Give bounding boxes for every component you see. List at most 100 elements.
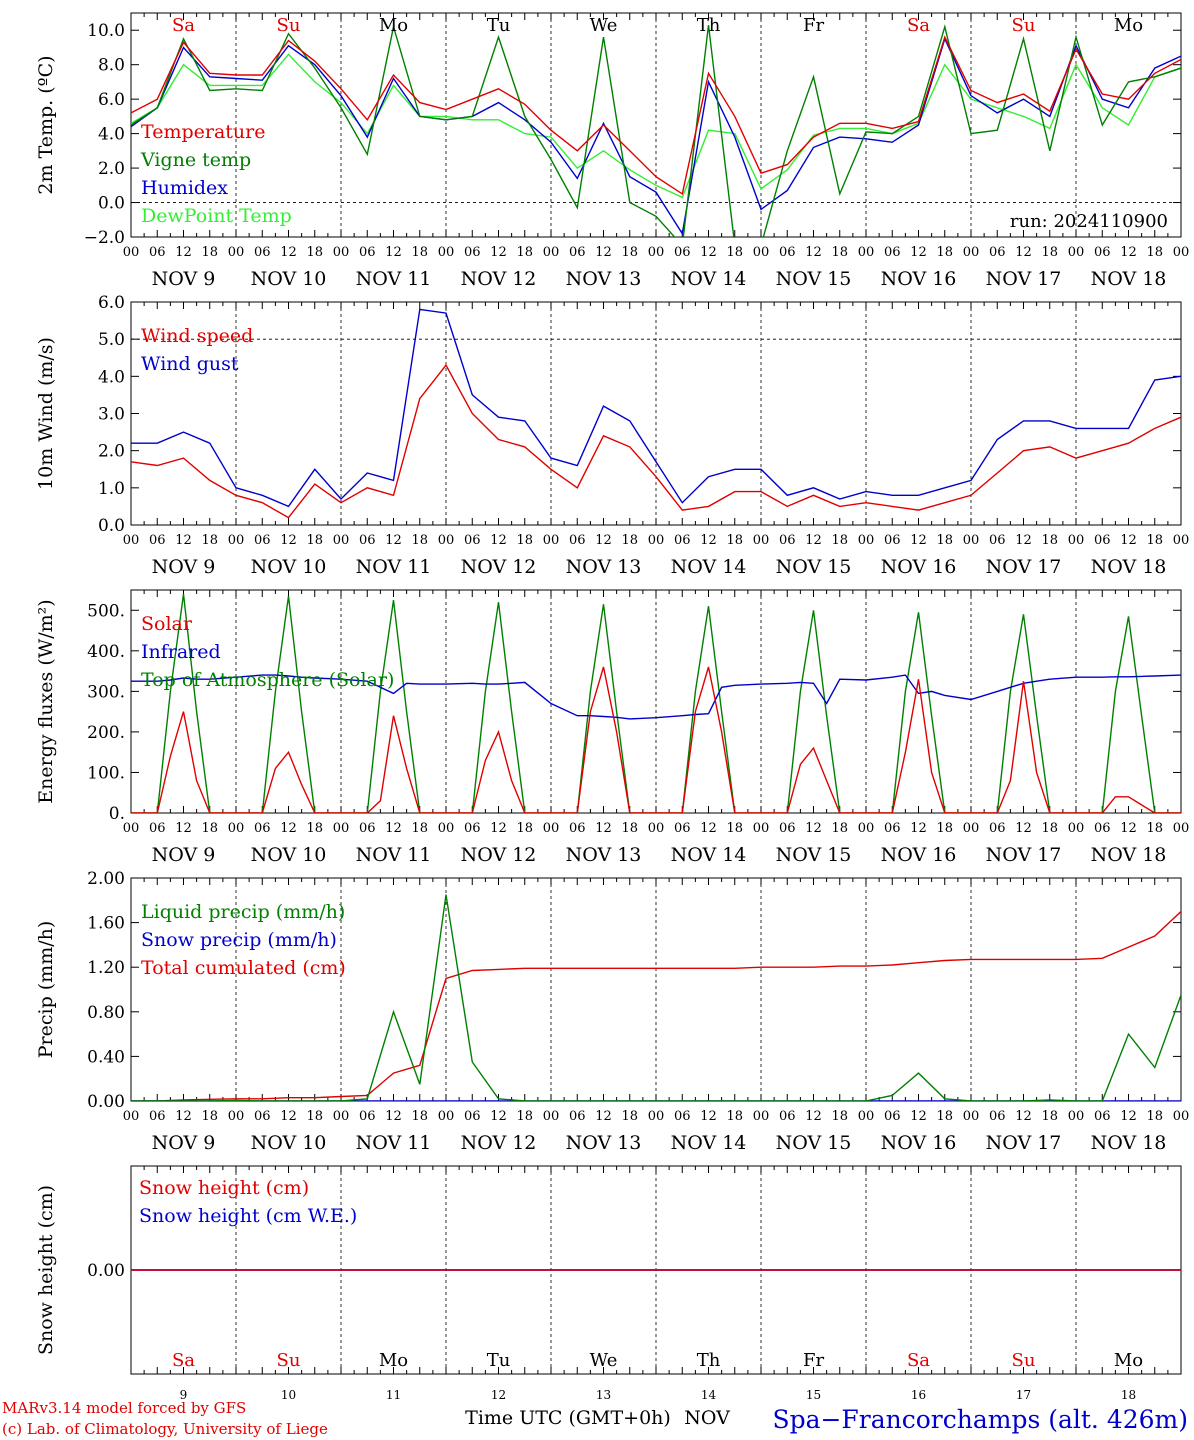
hour-tick-label: 12 [910, 821, 927, 836]
hour-tick-label: 06 [569, 245, 586, 260]
hour-tick-label: 06 [149, 821, 166, 836]
hour-tick-label: 00 [1173, 1109, 1190, 1124]
hour-tick-label: 00 [543, 1109, 560, 1124]
y-tick-label: 1.20 [87, 958, 125, 978]
date-label: NOV 12 [461, 1132, 537, 1154]
hour-tick-label: 00 [333, 245, 350, 260]
panel-3: 500. 400. 300. 200. 100. 0. Energy fluxes (W/m… [35, 589, 1189, 866]
hour-tick-label: 06 [464, 1109, 481, 1124]
day-of-week-label: Sa [907, 1350, 930, 1371]
hour-tick-label: 12 [490, 821, 507, 836]
day-of-week-label: Fr [803, 1350, 824, 1371]
hour-tick-label: 00 [1068, 1109, 1085, 1124]
date-label: NOV 16 [881, 844, 957, 866]
hour-tick-label: 12 [490, 533, 507, 548]
hour-tick-label: 00 [753, 245, 770, 260]
hour-tick-label: 12 [595, 533, 612, 548]
date-label: NOV 11 [356, 556, 432, 578]
date-label: NOV 12 [461, 844, 537, 866]
day-of-week-label: Mo [1114, 1350, 1143, 1371]
month-label: NOV [684, 1407, 730, 1429]
hour-tick-label: 06 [989, 1109, 1006, 1124]
hour-tick-label: 06 [1094, 1109, 1111, 1124]
hour-tick-label: 18 [1146, 1109, 1163, 1124]
run-label: run: 2024110900 [1010, 211, 1168, 232]
hour-tick-label: 06 [1094, 533, 1111, 548]
hour-tick-label: 00 [333, 533, 350, 548]
hour-tick-label: 06 [884, 821, 901, 836]
hour-tick-label: 12 [700, 1109, 717, 1124]
series-line-top-of-atmosphere-solar- [131, 594, 1181, 813]
day-of-week-label: Sa [172, 1350, 195, 1371]
hour-tick-label: 06 [779, 821, 796, 836]
hour-tick-label: 18 [201, 533, 218, 548]
day-of-week-label: Fr [803, 15, 824, 36]
hour-tick-label: 06 [464, 821, 481, 836]
hour-tick-label: 00 [1068, 245, 1085, 260]
hour-tick-label: 12 [175, 533, 192, 548]
hour-tick-label: 00 [1173, 245, 1190, 260]
panel-4: 2.00 1.60 1.20 0.80 0.40 0.00 Precip (mm/h) Liq… [35, 869, 1189, 1154]
hour-tick-label: 06 [464, 533, 481, 548]
hour-tick-label: 06 [359, 533, 376, 548]
day-of-week-label: Th [697, 1350, 721, 1371]
hour-tick-label: 12 [175, 1109, 192, 1124]
date-label: NOV 14 [671, 556, 747, 578]
legend-entry: Temperature [141, 121, 265, 143]
hour-tick-label: 00 [123, 1109, 140, 1124]
day-number-label: 9 [180, 1388, 188, 1402]
y-tick-label: 500. [87, 601, 125, 621]
hour-tick-label: 00 [123, 821, 140, 836]
date-label: NOV 18 [1091, 556, 1167, 578]
date-label: NOV 12 [461, 556, 537, 578]
day-number-label: 18 [1121, 1388, 1136, 1402]
hour-tick-label: 18 [1041, 1109, 1058, 1124]
date-label: NOV 10 [251, 1132, 327, 1154]
date-label: NOV 17 [986, 556, 1062, 578]
y-tick-label: 2.00 [87, 869, 125, 889]
legend-entry: Snow precip (mm/h) [141, 929, 337, 951]
hour-tick-label: 12 [175, 245, 192, 260]
hour-tick-label: 00 [753, 533, 770, 548]
hour-tick-label: 00 [123, 533, 140, 548]
series-line-wind-gust [131, 308, 1181, 508]
hour-tick-label: 12 [700, 533, 717, 548]
hour-tick-label: 12 [1120, 533, 1137, 548]
hour-tick-label: 12 [490, 245, 507, 260]
hour-tick-label: 00 [753, 1109, 770, 1124]
hour-tick-label: 06 [884, 245, 901, 260]
date-label: NOV 9 [152, 556, 216, 578]
day-number-label: 11 [386, 1388, 401, 1402]
day-of-week-label: Mo [379, 15, 408, 36]
hour-tick-label: 06 [1094, 245, 1111, 260]
day-of-week-label: Th [697, 15, 721, 36]
hour-tick-label: 00 [963, 821, 980, 836]
hour-tick-label: 18 [621, 245, 638, 260]
y-tick-label: 0.0 [98, 516, 125, 536]
hour-tick-label: 18 [516, 1109, 533, 1124]
y-tick-label: 2.0 [98, 159, 125, 179]
y-tick-label: 8.0 [98, 56, 125, 76]
hour-tick-label: 18 [936, 821, 953, 836]
hour-tick-label: 00 [333, 821, 350, 836]
hour-tick-label: 00 [858, 1109, 875, 1124]
hour-tick-label: 12 [1015, 533, 1032, 548]
y-tick-label: 5.0 [98, 330, 125, 350]
date-label: NOV 11 [356, 268, 432, 290]
hour-tick-label: 00 [963, 533, 980, 548]
date-label: NOV 18 [1091, 268, 1167, 290]
hour-tick-label: 06 [464, 245, 481, 260]
hour-tick-label: 18 [831, 1109, 848, 1124]
date-label: NOV 13 [566, 844, 642, 866]
date-label: NOV 9 [152, 268, 216, 290]
hour-tick-label: 00 [1068, 533, 1085, 548]
date-label: NOV 14 [671, 844, 747, 866]
hour-tick-label: 12 [595, 245, 612, 260]
series-line-solar [131, 666, 1181, 813]
hour-tick-label: 06 [779, 245, 796, 260]
date-label: NOV 13 [566, 1132, 642, 1154]
y-tick-label: 0. [109, 804, 125, 824]
hour-tick-label: 18 [1146, 821, 1163, 836]
hour-tick-label: 00 [438, 245, 455, 260]
hour-tick-label: 18 [936, 1109, 953, 1124]
